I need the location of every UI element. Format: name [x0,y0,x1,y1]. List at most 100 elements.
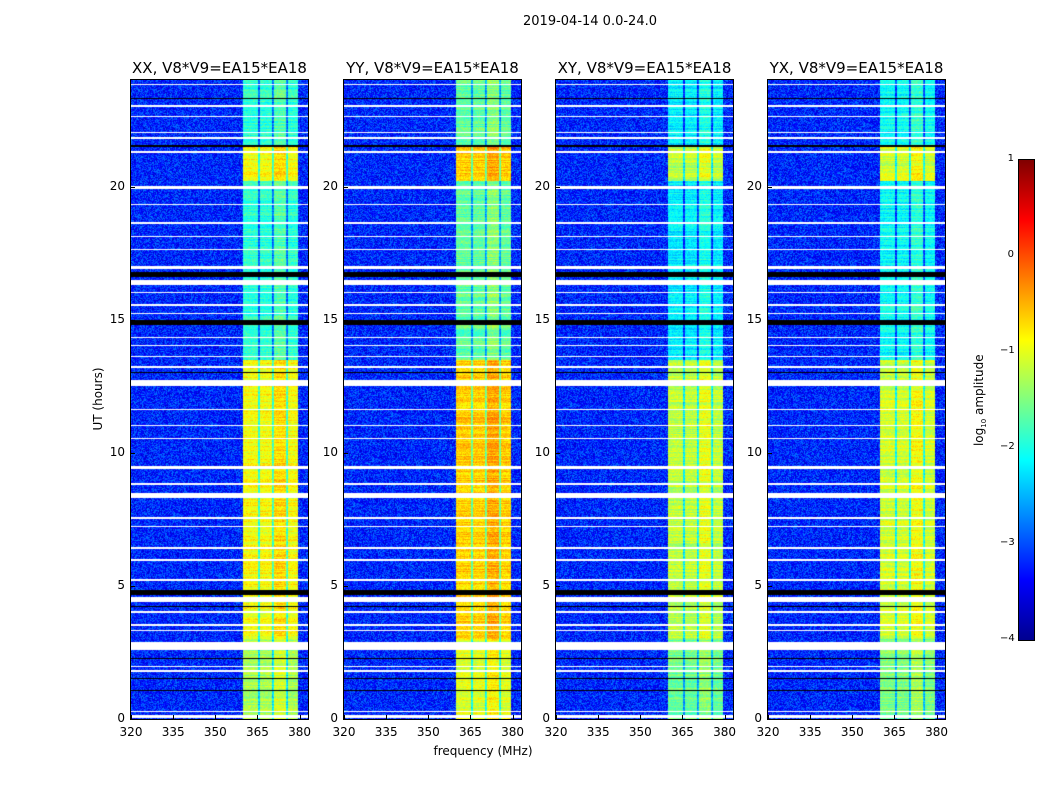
x-tick-label: 335 [374,725,398,739]
x-tick-mark [299,715,301,719]
y-tick-label: 10 [534,444,550,459]
x-tick-mark [556,715,557,719]
colorbar-label-sub: 10 [980,418,989,428]
colorbar [1018,159,1035,641]
y-tick-mark [131,319,135,321]
y-axis-label: UT (hours) [91,367,105,431]
x-tick-label: 320 [544,725,568,739]
x-tick-mark [724,715,726,719]
x-tick-mark [386,715,388,719]
y-tick-label: 10 [109,444,125,459]
x-tick-mark [512,715,514,719]
colorbar-tick-label: −2 [1000,441,1015,452]
colorbar-tick-label: −4 [1000,633,1015,644]
x-tick-mark [131,715,132,719]
y-tick-mark [131,186,135,188]
spectrogram-panel [130,79,309,720]
y-tick-label: 15 [534,311,550,326]
y-tick-label: 5 [542,577,550,592]
y-tick-mark [556,319,560,321]
x-tick-mark [768,715,769,719]
x-tick-label: 350 [840,725,864,739]
spectrogram-panel [343,79,522,720]
x-tick-mark [894,715,896,719]
x-tick-label: 350 [203,725,227,739]
x-tick-label: 365 [458,725,482,739]
x-tick-mark [470,715,472,719]
y-tick-mark [556,452,560,454]
y-tick-label: 0 [542,711,550,725]
spectrogram-panel [767,79,946,720]
x-tick-label: 365 [670,725,694,739]
x-tick-mark [936,715,938,719]
colorbar-tick-label: −3 [1000,537,1015,548]
x-tick-label: 365 [882,725,906,739]
y-tick-mark [556,585,560,587]
x-tick-label: 320 [332,725,356,739]
x-tick-mark [344,715,345,719]
y-tick-mark [768,319,772,321]
x-tick-mark [257,715,259,719]
panel-title: XX, V8*V9=EA15*EA18 [132,59,307,77]
x-tick-mark [428,715,430,719]
x-tick-label: 380 [288,725,312,739]
y-tick-mark [344,719,348,720]
y-tick-mark [768,585,772,587]
x-tick-label: 380 [501,725,525,739]
y-tick-mark [131,585,135,587]
x-tick-mark [215,715,217,719]
colorbar-label-suffix: amplitude [971,354,986,419]
heatmap-image [768,80,945,719]
y-tick-label: 20 [322,178,338,193]
spectrogram-panel [555,79,734,720]
x-tick-label: 335 [586,725,610,739]
heatmap-image [556,80,733,719]
colorbar-tick-label: 0 [1007,249,1014,260]
y-tick-label: 15 [322,311,338,326]
y-tick-label: 15 [746,311,762,326]
y-tick-mark [344,319,348,321]
y-tick-label: 10 [322,444,338,459]
y-tick-mark [556,719,560,720]
colorbar-tick-label: −1 [1000,345,1015,356]
x-tick-label: 335 [798,725,822,739]
panel-title: YX, V8*V9=EA15*EA18 [769,59,944,77]
y-tick-label: 5 [330,577,338,592]
x-axis-label: frequency (MHz) [433,744,533,758]
y-tick-mark [344,186,348,188]
y-tick-mark [768,452,772,454]
y-tick-mark [344,585,348,587]
figure-title: 2019-04-14 0.0-24.0 [523,14,657,29]
colorbar-label: log10 amplitude [972,340,988,460]
x-tick-mark [598,715,600,719]
x-tick-mark [682,715,684,719]
y-tick-mark [131,452,135,454]
x-tick-label: 320 [119,725,143,739]
colorbar-tick-label: 1 [1007,153,1014,164]
x-tick-mark [640,715,642,719]
x-tick-label: 350 [416,725,440,739]
y-tick-mark [344,452,348,454]
y-tick-label: 15 [109,311,125,326]
y-tick-label: 5 [754,577,762,592]
heatmap-image [131,80,308,719]
y-tick-label: 0 [117,711,125,725]
x-tick-label: 335 [161,725,185,739]
heatmap-image [344,80,521,719]
y-tick-label: 5 [117,577,125,592]
y-tick-label: 0 [330,711,338,725]
y-tick-label: 20 [109,178,125,193]
panel-title: XY, V8*V9=EA15*EA18 [557,59,732,77]
y-tick-label: 20 [534,178,550,193]
x-tick-label: 365 [245,725,269,739]
colorbar-label-prefix: log [971,427,986,447]
y-tick-label: 0 [754,711,762,725]
panel-title: YY, V8*V9=EA15*EA18 [346,59,519,77]
y-tick-mark [131,719,135,720]
y-tick-label: 20 [746,178,762,193]
x-tick-mark [173,715,175,719]
y-tick-mark [768,719,772,720]
x-tick-label: 380 [925,725,949,739]
x-tick-label: 320 [756,725,780,739]
y-tick-label: 10 [746,444,762,459]
